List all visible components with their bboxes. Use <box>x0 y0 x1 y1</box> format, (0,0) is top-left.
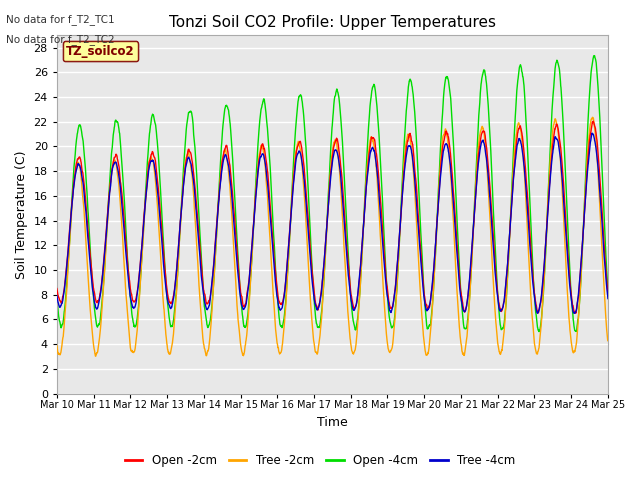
Legend: TZ_soilco2: TZ_soilco2 <box>63 41 138 61</box>
Text: No data for f_T2_TC2: No data for f_T2_TC2 <box>6 34 115 45</box>
X-axis label: Time: Time <box>317 416 348 429</box>
Y-axis label: Soil Temperature (C): Soil Temperature (C) <box>15 150 28 279</box>
Title: Tonzi Soil CO2 Profile: Upper Temperatures: Tonzi Soil CO2 Profile: Upper Temperatur… <box>169 15 496 30</box>
Text: No data for f_T2_TC1: No data for f_T2_TC1 <box>6 14 115 25</box>
Legend: Open -2cm, Tree -2cm, Open -4cm, Tree -4cm: Open -2cm, Tree -2cm, Open -4cm, Tree -4… <box>120 449 520 472</box>
